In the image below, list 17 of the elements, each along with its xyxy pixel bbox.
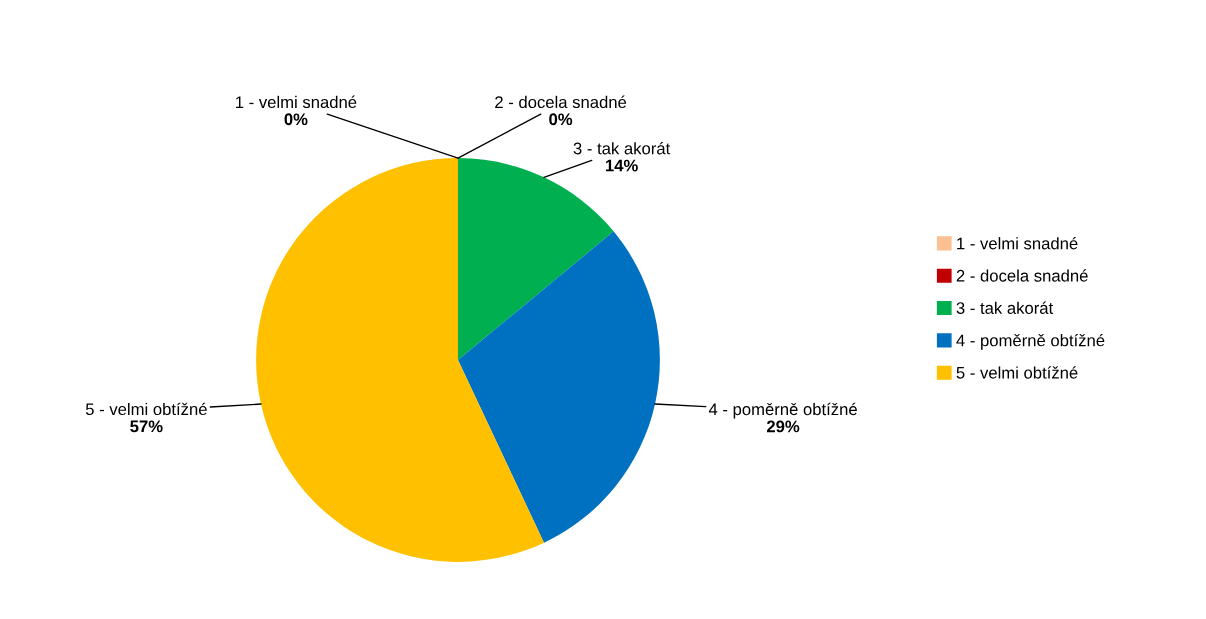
text: 0% [284, 113, 308, 126]
legend-label: 4 - poměrně obtížné [956, 333, 1105, 350]
pie-slice [256, 158, 544, 562]
legend-label: 1 - velmi snadné [957, 236, 1078, 250]
data-label: 29% [766, 420, 800, 433]
legend-label: 2 - docela snadné [956, 269, 1088, 282]
text: 0% [549, 113, 573, 126]
slice-label: 5 - velmi obtížné [85, 402, 207, 416]
data-label: 57% [130, 420, 163, 433]
slice-label: 3 - tak akorát [573, 141, 671, 155]
data-label: 14% [605, 159, 638, 172]
pie-slice [458, 231, 660, 543]
slice-label: 4 - poměrně obtížné [708, 402, 857, 419]
category-label: 2 - docela snadné [495, 95, 627, 109]
legend-label: 5 - velmi obtížné [956, 366, 1078, 379]
legend-label: 3 - tak akorát [956, 301, 1054, 314]
category-label: 1 - velmi snadné [236, 95, 357, 109]
